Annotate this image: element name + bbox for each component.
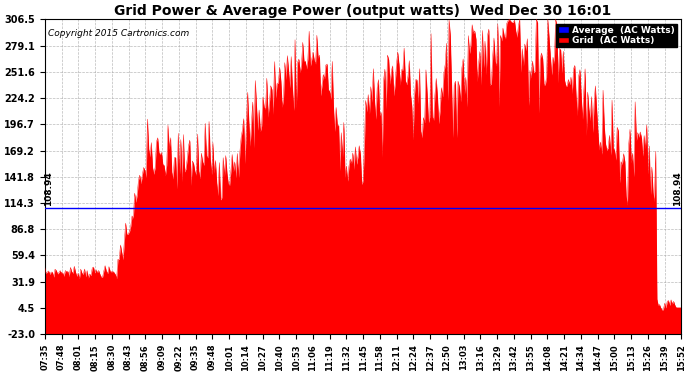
Text: 108.94: 108.94 xyxy=(44,171,53,206)
Legend: Average  (AC Watts), Grid  (AC Watts): Average (AC Watts), Grid (AC Watts) xyxy=(556,24,677,47)
Title: Grid Power & Average Power (output watts)  Wed Dec 30 16:01: Grid Power & Average Power (output watts… xyxy=(115,4,611,18)
Text: Copyright 2015 Cartronics.com: Copyright 2015 Cartronics.com xyxy=(48,29,189,38)
Text: 108.94: 108.94 xyxy=(673,171,682,206)
